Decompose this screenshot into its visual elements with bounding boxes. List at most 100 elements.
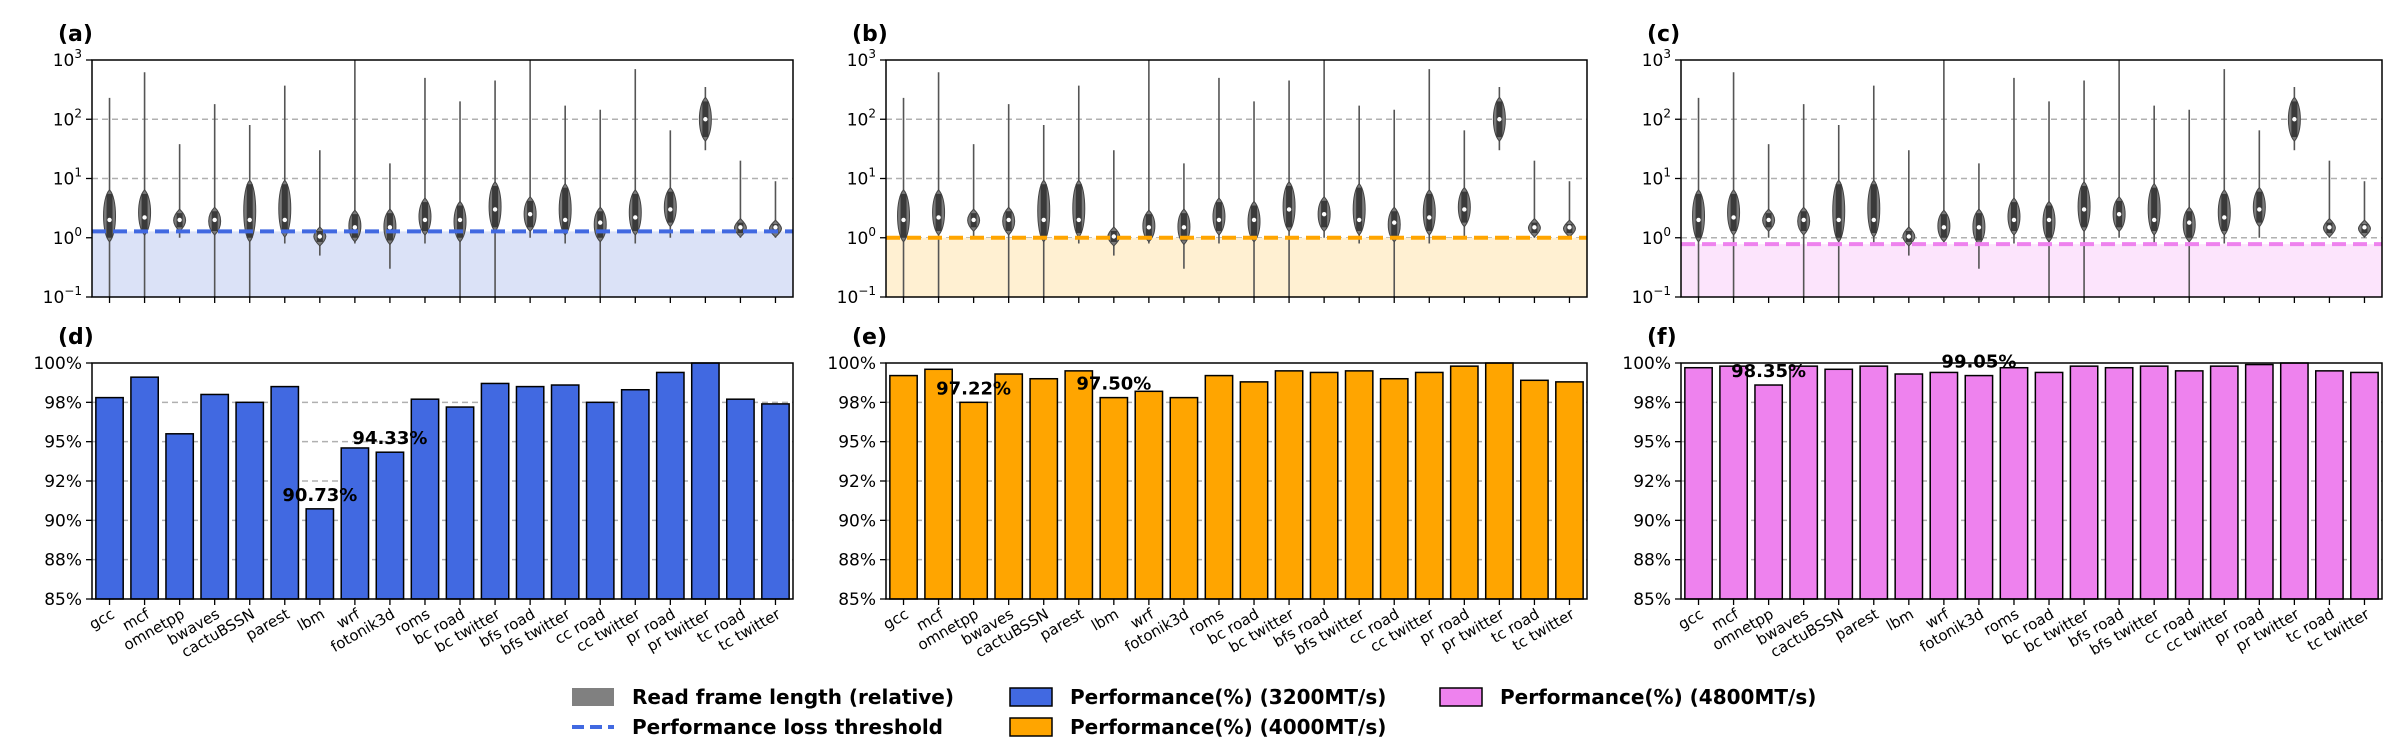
violin-iqr — [2151, 187, 2158, 231]
violin-mcf — [1727, 72, 1741, 297]
bar-fotonik3d — [1964, 374, 1994, 600]
violin-parest — [1072, 85, 1086, 244]
violin-cc-twitter — [2217, 69, 2231, 244]
violin-iqr — [1695, 193, 1702, 238]
legend-item: Performance(%) (3200MT/s) — [1009, 685, 1386, 709]
bar-gcc — [95, 396, 124, 600]
y-tick-label: 100% — [33, 354, 82, 374]
x-tick-label: gcc — [86, 605, 118, 634]
y-tick-label: 88% — [1633, 551, 1671, 571]
violin-median — [212, 217, 217, 223]
legend-swatch — [1439, 687, 1483, 707]
bar-cc-road — [1379, 377, 1409, 600]
violin-median — [1497, 117, 1502, 122]
violin-median — [2187, 220, 2192, 225]
bar-pr-twitter — [1484, 362, 1514, 600]
violin-gcc — [1692, 97, 1706, 297]
y-tick-label: 10−1 — [43, 284, 82, 308]
y-tick-label: 95% — [838, 433, 876, 453]
violin-iqr — [1356, 187, 1363, 231]
violin-iqr — [1730, 193, 1737, 231]
violin-median — [2257, 207, 2262, 212]
violin-bwaves — [1002, 104, 1016, 297]
bar-cc-road — [585, 401, 615, 600]
violin-pr-road — [663, 130, 677, 238]
violin-wrf — [1937, 60, 1951, 244]
violin-median — [107, 217, 112, 223]
violin-iqr — [1286, 185, 1293, 228]
violin-median — [2046, 217, 2052, 223]
violin-median — [1111, 234, 1117, 239]
violin-median — [387, 225, 393, 230]
violin-roms — [1212, 77, 1226, 244]
violin-bfs-twitter — [2147, 105, 2161, 244]
violin-median — [2362, 225, 2367, 230]
violin-median — [142, 215, 147, 220]
violin-iqr — [141, 193, 148, 231]
bar-omnetpp — [959, 401, 989, 600]
bar-gcc — [1684, 366, 1713, 600]
bar-parest — [1064, 370, 1094, 600]
y-tick-label: 10−1 — [837, 284, 876, 308]
violin-bwaves — [208, 104, 222, 297]
violin-parest — [1867, 85, 1881, 244]
y-tick-label: 98% — [44, 393, 82, 413]
violin-iqr — [2256, 191, 2263, 223]
bar-bwaves — [200, 393, 230, 600]
x-tick-label: fotonik3d — [327, 605, 397, 656]
violin-pr-road — [1457, 130, 1471, 238]
violin-lbm — [1902, 150, 1916, 256]
violin-median — [1532, 225, 1537, 230]
violin-omnetpp — [173, 144, 187, 238]
y-tick-label: 102 — [53, 106, 82, 130]
panel-label-a: (a) — [58, 22, 93, 47]
panel-label-d: (d) — [58, 325, 94, 350]
violin-bc-twitter — [488, 80, 502, 297]
violin-iqr — [492, 185, 499, 228]
y-tick-label: 100% — [827, 354, 876, 374]
violin-gcc — [897, 97, 911, 297]
violin-median — [1041, 217, 1046, 223]
bar-lbm — [1894, 373, 1924, 600]
violin-median — [1462, 207, 1467, 212]
plot-frame — [1680, 59, 2383, 298]
violin-bc-twitter — [1282, 80, 1296, 297]
bar-cc-twitter — [1414, 371, 1444, 600]
bar-pr-road — [2244, 363, 2274, 600]
violin-median — [2081, 207, 2087, 212]
y-tick-label: 103 — [1642, 47, 1671, 71]
panel-label-e: (e) — [852, 325, 887, 350]
violin-fotonik3d — [1177, 163, 1191, 269]
violin-cactuBSSN — [1832, 124, 1846, 297]
violin-median — [1696, 217, 1701, 223]
violin-bc-twitter — [2077, 80, 2091, 297]
violin-median — [562, 217, 568, 223]
violin-median — [773, 225, 778, 230]
bar-wrf — [340, 447, 370, 600]
plot-frame — [91, 59, 794, 298]
panel-a: (a) 10−1 100 101 102 103 — [43, 22, 794, 308]
legend-swatch — [572, 688, 614, 706]
y-tick-label: 92% — [838, 472, 876, 492]
x-tick-label: lbm — [294, 605, 328, 635]
violin-bfs-road — [523, 60, 537, 238]
bar-roms — [1204, 374, 1234, 600]
violin-median — [282, 217, 287, 223]
violin-iqr — [1835, 184, 1842, 238]
panel-f: (f) 98.35% 99.05% 85% 88% 90% 92% 95% 98% 100% gcc… — [1622, 325, 2383, 661]
violin-pr-twitter — [1492, 87, 1506, 151]
y-tick-label: 101 — [1642, 166, 1671, 190]
violin-median — [177, 217, 182, 223]
bar-cactuBSSN — [1824, 368, 1854, 600]
threshold-region — [92, 231, 793, 297]
violin-mcf — [138, 72, 152, 297]
violin-median — [1427, 215, 1432, 220]
y-tick-label: 85% — [1633, 590, 1671, 610]
bar-fotonik3d — [1169, 396, 1199, 600]
panel-e: (e) 97.22% 97.50% 85% 88% 90% 92% 95% 98% 100% gcc… — [827, 325, 1588, 661]
violin-median — [1731, 215, 1736, 220]
violin-iqr — [2081, 185, 2088, 228]
bar-bfs-road — [515, 385, 545, 600]
violin-median — [1356, 217, 1362, 223]
